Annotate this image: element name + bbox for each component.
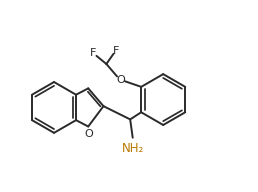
Text: NH₂: NH₂ [122,142,144,155]
Text: F: F [113,46,119,56]
Text: O: O [84,129,93,139]
Text: F: F [90,48,96,58]
Text: O: O [116,75,125,85]
